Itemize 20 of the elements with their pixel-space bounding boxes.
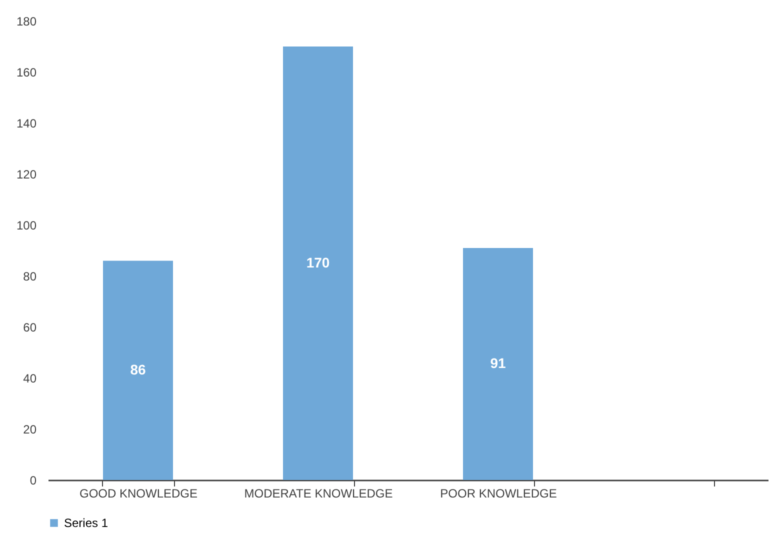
y-tick-label: 40 bbox=[23, 372, 37, 386]
x-tick-label: POOR KNOWLEDGE bbox=[440, 486, 557, 500]
data-label: 86 bbox=[130, 361, 146, 378]
y-tick-label: 140 bbox=[16, 116, 37, 130]
y-tick-label: 180 bbox=[16, 14, 37, 28]
y-tick-label: 100 bbox=[16, 218, 37, 232]
data-label: 91 bbox=[490, 354, 506, 371]
bar bbox=[463, 248, 533, 480]
y-tick-label: 20 bbox=[23, 422, 37, 436]
data-label: 170 bbox=[306, 254, 330, 270]
legend-label: Series 1 bbox=[64, 516, 108, 530]
y-tick-label: 60 bbox=[23, 320, 37, 334]
y-tick-label: 80 bbox=[23, 270, 37, 284]
y-tick-label: 120 bbox=[16, 168, 37, 182]
bar bbox=[103, 260, 173, 480]
x-tick-label: GOOD KNOWLEDGE bbox=[79, 486, 198, 500]
y-tick-label: 0 bbox=[30, 474, 37, 488]
y-tick-label: 160 bbox=[16, 66, 37, 80]
bar bbox=[283, 46, 353, 480]
x-tick-label: MODERATE KNOWLEDGE bbox=[244, 486, 393, 500]
